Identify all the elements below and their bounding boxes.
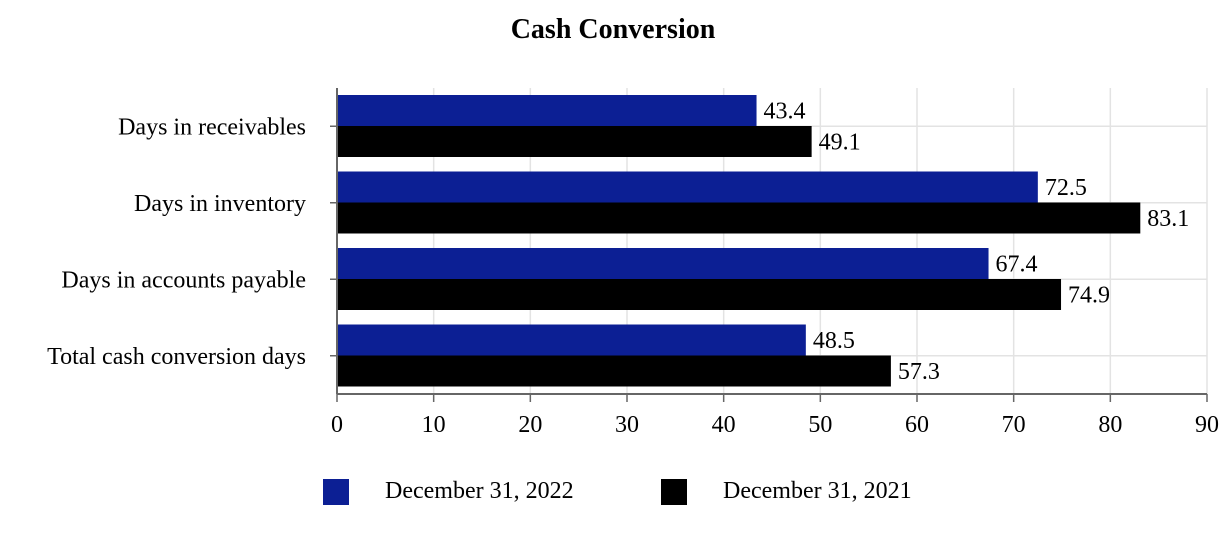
x-tick-label: 0: [331, 412, 343, 438]
data-label: 48.5: [813, 328, 855, 354]
chart-title: Cash Conversion: [510, 14, 716, 45]
bar: [337, 324, 806, 356]
x-tick-label: 20: [518, 412, 542, 438]
legend-item-series-1: December 31, 2021: [661, 478, 912, 505]
x-tick-label: 50: [808, 412, 832, 438]
y-category-label: Days in accounts payable: [61, 267, 306, 293]
legend: December 31, 2022 December 31, 2021: [0, 478, 1226, 510]
legend-label: December 31, 2021: [723, 478, 912, 504]
legend-label: December 31, 2022: [385, 478, 574, 504]
bar: [337, 171, 1038, 203]
x-tick-label: 60: [905, 412, 929, 438]
data-label: 67.4: [996, 252, 1038, 278]
bar: [337, 279, 1062, 310]
x-tick-label: 10: [422, 412, 446, 438]
legend-swatch: [661, 478, 687, 505]
x-tick-label: 40: [712, 412, 736, 438]
x-tick-label: 90: [1195, 412, 1219, 438]
y-category-label: Total cash conversion days: [47, 344, 306, 370]
data-label: 57.3: [898, 359, 940, 385]
bar: [337, 202, 1141, 234]
data-labels: 43.4 49.1 72.5 83.1 67.4 74.9 48.5 57.3: [764, 99, 1190, 386]
axes: 0 10 20 30 40 50 60 70 80 90 Days in receivables Da…: [47, 88, 1219, 438]
legend-swatch: [323, 478, 349, 505]
bar: [337, 355, 891, 387]
x-tick-label: 80: [1098, 412, 1122, 438]
data-label: 72.5: [1045, 175, 1087, 201]
bar: [337, 248, 989, 279]
data-label: 83.1: [1147, 206, 1189, 232]
x-tick-label: 70: [1002, 412, 1026, 438]
y-category-label: Days in receivables: [118, 114, 306, 140]
data-label: 74.9: [1068, 283, 1110, 309]
bars: [337, 95, 1141, 387]
data-label: 49.1: [819, 130, 861, 156]
x-tick-label: 30: [615, 412, 639, 438]
bar: [337, 95, 757, 126]
legend-item-series-0: December 31, 2022: [323, 478, 574, 505]
data-label: 43.4: [764, 99, 806, 125]
bar: [337, 126, 812, 157]
y-category-label: Days in inventory: [134, 191, 306, 217]
